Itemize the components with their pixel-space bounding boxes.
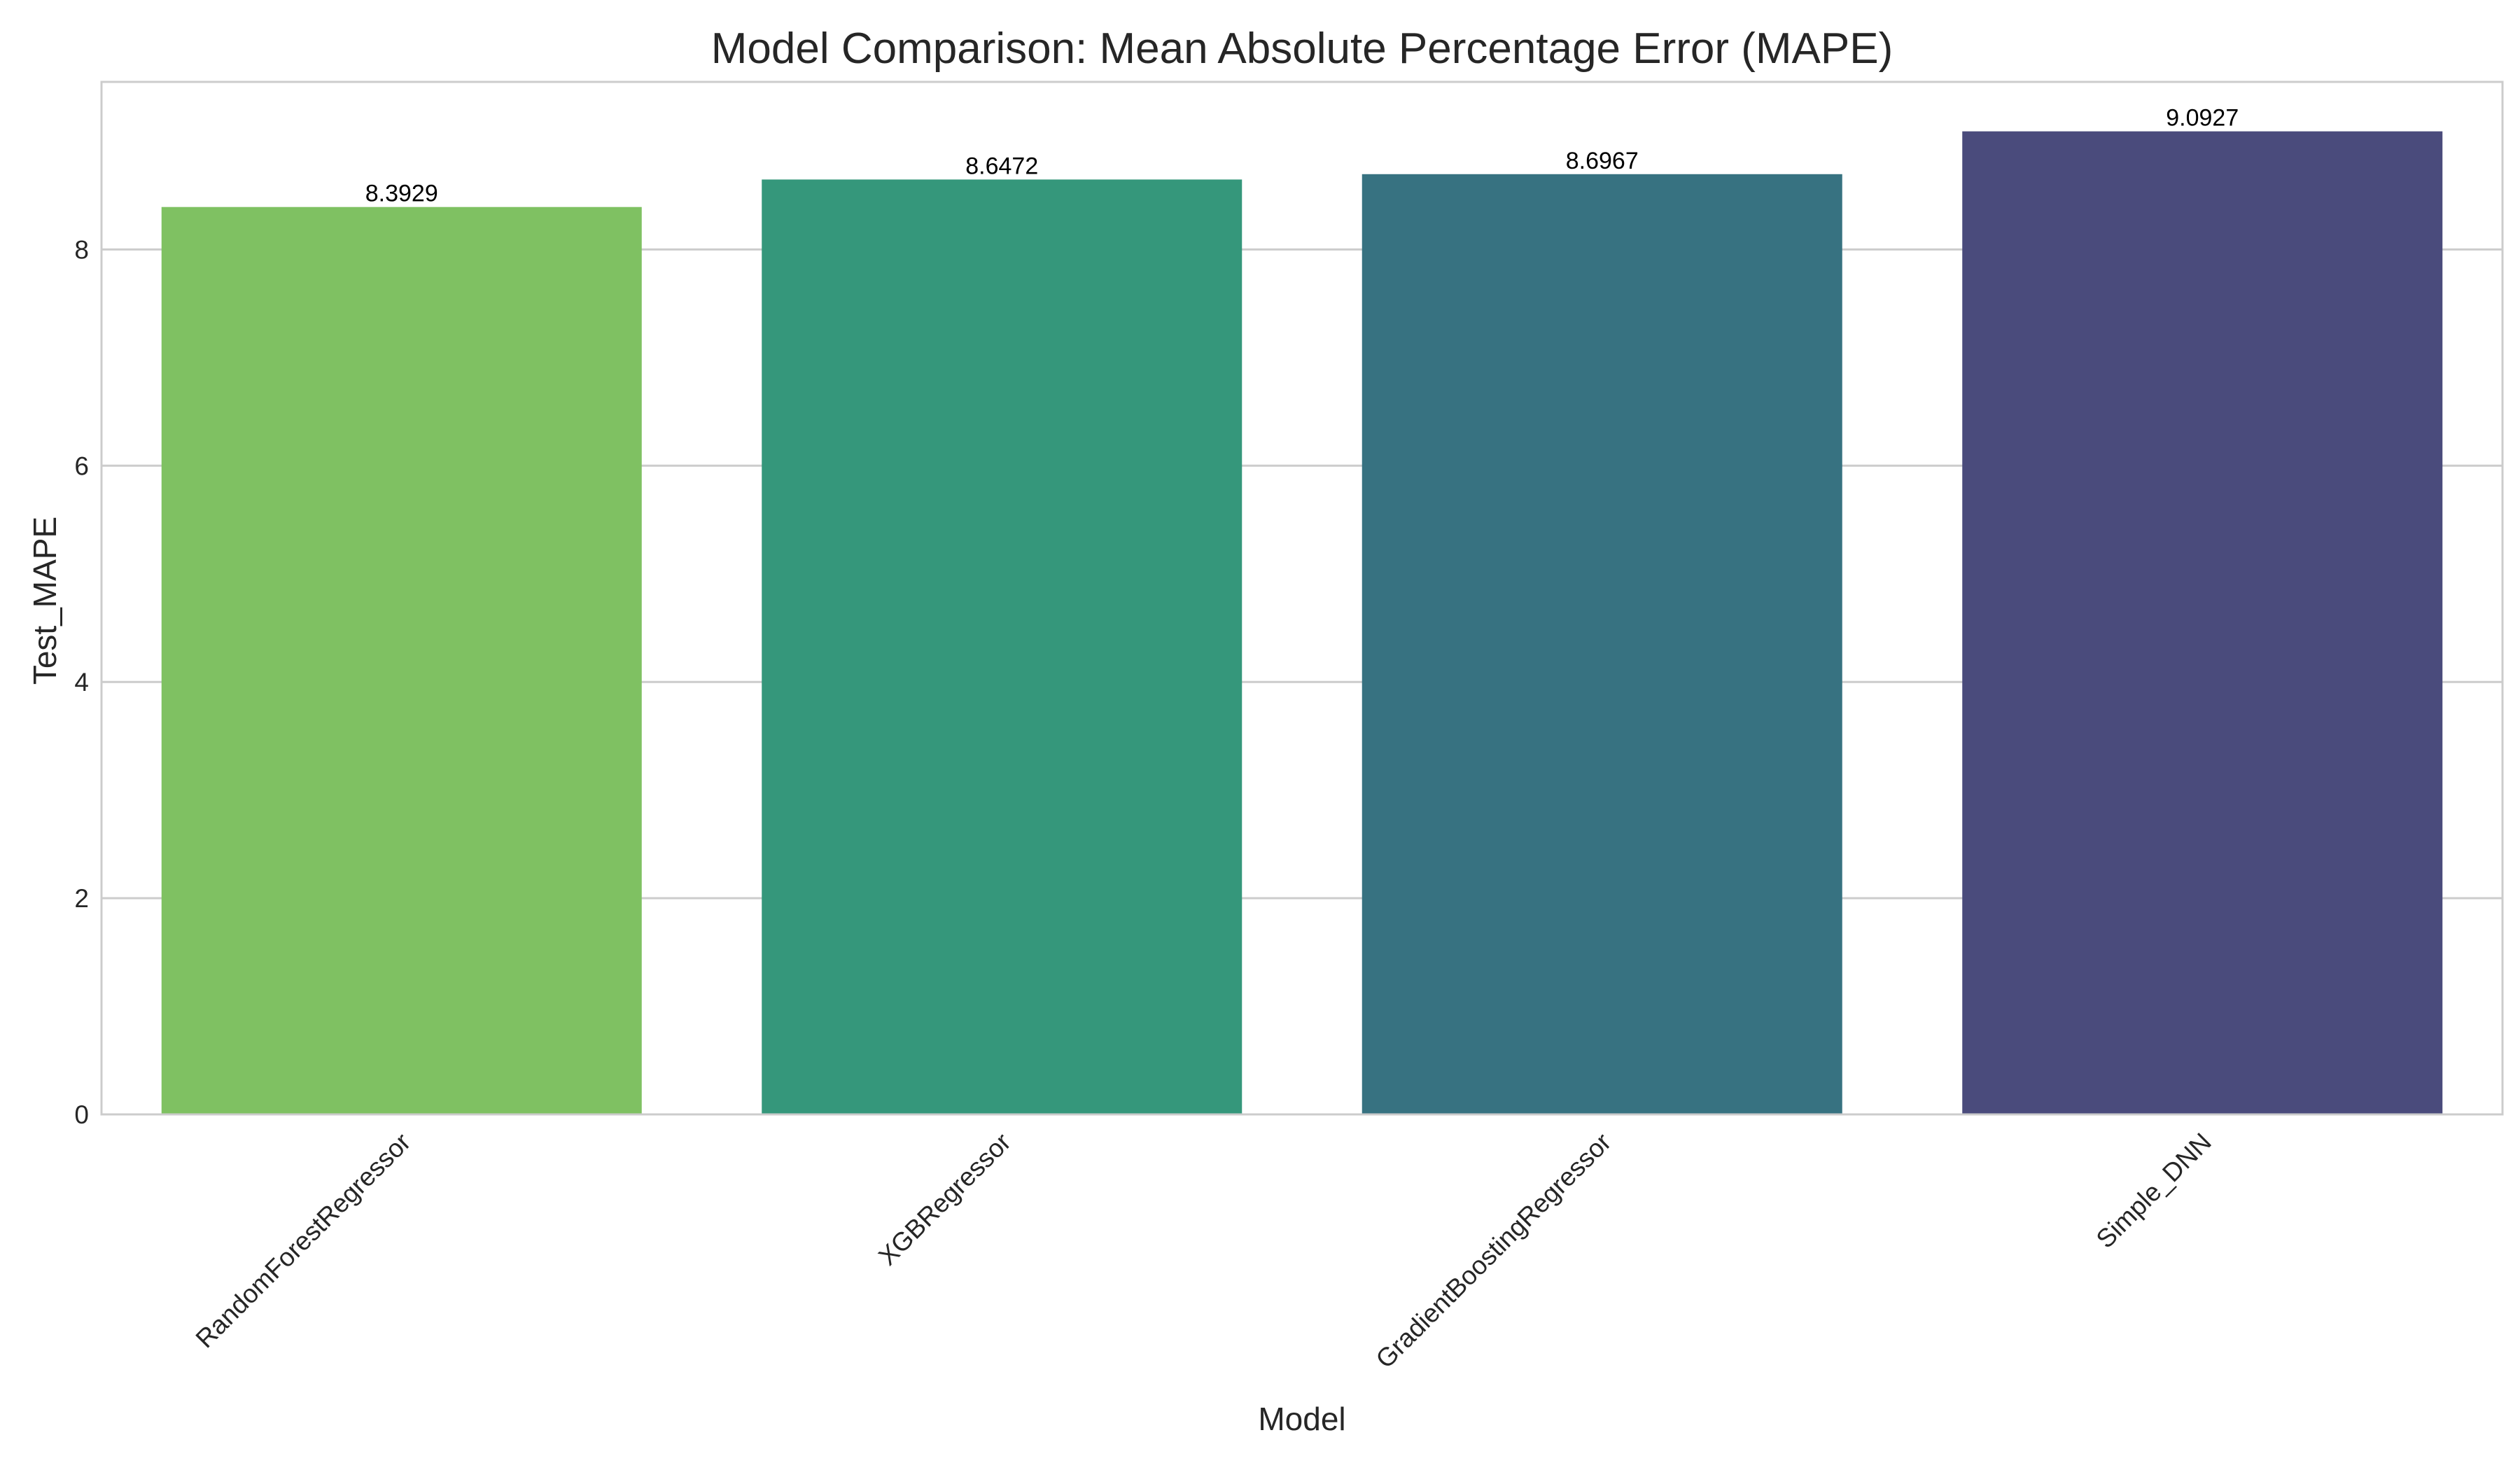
x-tick-label: GradientBoostingRegressor xyxy=(1371,1128,1617,1374)
bar-simple-dnn xyxy=(1962,131,2443,1114)
data-label: 8.3929 xyxy=(365,181,438,207)
data-label: 8.6472 xyxy=(965,153,1038,179)
bar-xgbregressor xyxy=(762,179,1242,1114)
y-tick-label: 8 xyxy=(74,235,89,264)
bar-gradientboostingregressor xyxy=(1362,174,1842,1115)
x-tick-labels: RandomForestRegressor XGBRegressor Gradien… xyxy=(190,1128,2217,1374)
x-tick-label: RandomForestRegressor xyxy=(190,1128,416,1354)
y-tick-label: 0 xyxy=(74,1100,89,1129)
y-tick-label: 4 xyxy=(74,668,89,696)
data-labels: 8.3929 8.6472 8.6967 9.0927 xyxy=(365,105,2239,207)
y-tick-label: 2 xyxy=(74,884,89,913)
bar-randomforestregressor xyxy=(161,206,642,1115)
plot-frame xyxy=(100,80,2504,1116)
x-axis-label: Model xyxy=(1258,1401,1345,1437)
x-tick-label: Simple_DNN xyxy=(2091,1128,2217,1254)
chart-title: Model Comparison: Mean Absolute Percenta… xyxy=(711,24,1893,73)
y-tick-labels: 0 2 4 6 8 xyxy=(74,235,89,1129)
y-tick-label: 6 xyxy=(74,451,89,480)
y-axis-label: Test_MAPE xyxy=(27,517,63,685)
bars xyxy=(161,131,2443,1115)
data-label: 8.6967 xyxy=(1566,148,1639,174)
x-tick-label: XGBRegressor xyxy=(873,1128,1016,1271)
data-label: 9.0927 xyxy=(2166,105,2239,132)
